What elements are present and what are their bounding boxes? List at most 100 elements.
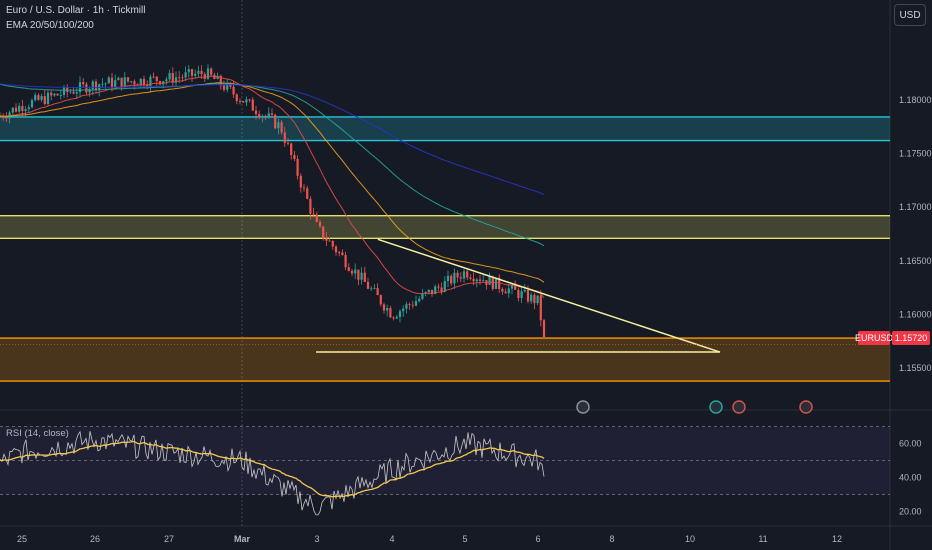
candle-body bbox=[286, 142, 290, 144]
candle-body bbox=[530, 294, 533, 302]
candle-body bbox=[245, 99, 248, 103]
rsi-tick-label: 20.00 bbox=[899, 507, 922, 517]
candle-body bbox=[197, 70, 200, 74]
candle-body bbox=[514, 284, 517, 290]
candle-body bbox=[158, 81, 162, 85]
candle-body bbox=[488, 276, 491, 285]
candle-body bbox=[50, 92, 53, 96]
candle-body bbox=[184, 72, 187, 78]
currency-button[interactable]: USD bbox=[894, 4, 926, 26]
candle-body bbox=[133, 81, 136, 85]
candle-body bbox=[187, 69, 190, 73]
time-tick-label: 4 bbox=[389, 534, 394, 544]
candle-body bbox=[56, 93, 59, 96]
candle-body bbox=[216, 75, 219, 80]
ema-200-line bbox=[0, 83, 545, 196]
candle-body bbox=[142, 78, 146, 86]
candle-body bbox=[155, 76, 158, 82]
candle-body bbox=[222, 85, 226, 90]
rsi-ma-line bbox=[0, 440, 545, 498]
candle-body bbox=[270, 113, 274, 115]
candle-body bbox=[309, 198, 312, 214]
candle-body bbox=[62, 87, 66, 96]
price-tick-label: 1.17000 bbox=[899, 202, 932, 212]
candle-body bbox=[88, 89, 91, 93]
candle-body bbox=[453, 272, 456, 284]
price-tick-label: 1.17500 bbox=[899, 148, 932, 158]
candle-body bbox=[411, 304, 414, 306]
candle-body bbox=[507, 288, 510, 294]
candle-body bbox=[386, 307, 389, 311]
candle-body bbox=[2, 116, 5, 118]
candle-body bbox=[482, 280, 485, 281]
candle-body bbox=[258, 114, 261, 118]
candle-body bbox=[235, 94, 238, 101]
candle-body bbox=[299, 175, 302, 188]
time-tick-label: 6 bbox=[535, 534, 540, 544]
candle-body bbox=[341, 252, 344, 256]
candle-body bbox=[434, 286, 437, 295]
candle-body bbox=[293, 155, 296, 159]
candle-body bbox=[27, 107, 30, 110]
candle-body bbox=[126, 77, 130, 82]
candle-body bbox=[334, 246, 338, 253]
candle-body bbox=[37, 95, 40, 100]
candle-body bbox=[331, 240, 334, 247]
candle-body bbox=[421, 293, 424, 299]
time-tick-label: 26 bbox=[90, 534, 100, 544]
time-tick-label: 11 bbox=[758, 534, 767, 544]
candle-body bbox=[267, 113, 270, 117]
candle-body bbox=[110, 77, 114, 87]
candle-body bbox=[69, 91, 72, 93]
candle-body bbox=[469, 277, 472, 279]
candle-body bbox=[376, 287, 379, 296]
candle-body bbox=[59, 95, 62, 96]
event-marker-icon bbox=[709, 400, 723, 414]
candle-body bbox=[165, 79, 168, 82]
candle-body bbox=[130, 81, 133, 83]
candle-body bbox=[392, 317, 395, 319]
indicator-label[interactable]: EMA 20/50/100/200 bbox=[6, 20, 94, 31]
candle-body bbox=[66, 87, 69, 93]
time-tick-label: 3 bbox=[314, 534, 319, 544]
candle-body bbox=[478, 279, 482, 281]
symbol-price-tag: EURUSD bbox=[855, 331, 894, 345]
time-tick-label: 27 bbox=[164, 534, 174, 544]
candle-body bbox=[437, 286, 440, 288]
candle-body bbox=[226, 83, 229, 90]
candle-body bbox=[101, 83, 104, 85]
time-tick-label: 5 bbox=[462, 534, 467, 544]
candle-body bbox=[542, 320, 546, 338]
candle-body bbox=[296, 158, 299, 176]
candle-body bbox=[338, 252, 341, 254]
rsi-tick-label: 60.00 bbox=[899, 439, 922, 449]
candle-body bbox=[168, 73, 171, 80]
candles-group bbox=[0, 64, 546, 340]
candle-body bbox=[190, 69, 194, 76]
candle-body bbox=[251, 99, 254, 111]
triangle-upper-line bbox=[377, 238, 721, 353]
candle-body bbox=[254, 110, 258, 115]
candle-body bbox=[315, 214, 318, 222]
candle-body bbox=[174, 77, 178, 83]
candle-body bbox=[446, 275, 450, 282]
candle-body bbox=[107, 77, 110, 84]
candle-body bbox=[430, 289, 434, 295]
ema-100-line bbox=[0, 83, 545, 247]
ema-50-line bbox=[0, 82, 545, 283]
time-tick-label: 12 bbox=[832, 534, 842, 544]
rsi-label[interactable]: RSI (14, close) bbox=[6, 428, 69, 439]
candle-body bbox=[475, 279, 478, 282]
candle-body bbox=[379, 295, 382, 305]
candle-body bbox=[347, 267, 350, 271]
candle-body bbox=[178, 77, 181, 79]
candle-body bbox=[5, 117, 8, 119]
price-tick-label: 1.18000 bbox=[899, 95, 932, 105]
candle-body bbox=[283, 132, 286, 143]
candle-body bbox=[11, 107, 14, 113]
rsi-tick-label: 40.00 bbox=[899, 473, 922, 483]
candle-body bbox=[94, 81, 98, 90]
candle-body bbox=[494, 277, 498, 289]
candle-body bbox=[459, 277, 462, 279]
